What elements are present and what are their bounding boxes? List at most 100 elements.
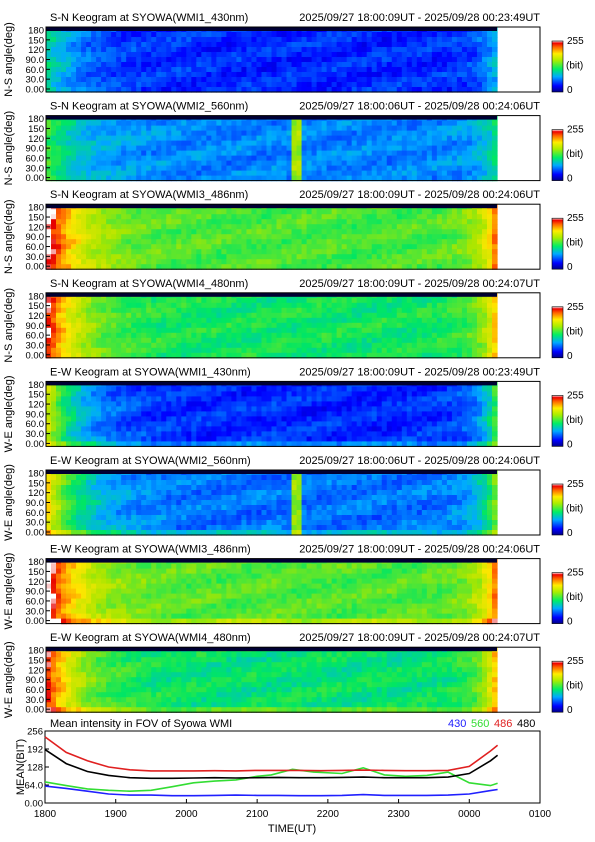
keogram-cell <box>351 125 358 132</box>
keogram-cell <box>86 322 92 329</box>
keogram-cell <box>91 401 97 407</box>
keogram-cell <box>341 249 348 255</box>
keogram-cell <box>101 77 107 83</box>
keogram-cell <box>366 130 373 137</box>
keogram-cell <box>191 125 197 132</box>
keogram-cell <box>331 62 338 68</box>
keogram-cell <box>451 67 458 73</box>
keogram-cell <box>411 37 418 43</box>
keogram-cell <box>156 264 162 270</box>
keogram-cell <box>181 302 187 309</box>
keogram-cell <box>296 130 303 137</box>
keogram-cell <box>476 327 483 334</box>
keogram-cell <box>131 57 137 63</box>
keogram-cell <box>451 42 458 48</box>
keogram-cell <box>116 347 122 354</box>
keogram-cell <box>286 170 293 177</box>
keogram-cell <box>131 37 137 43</box>
keogram-cell <box>341 170 348 177</box>
keogram-cell <box>301 234 308 240</box>
keogram-cell <box>456 140 463 147</box>
keogram-cell <box>396 337 403 344</box>
keogram-cell <box>471 254 478 260</box>
keogram-cell <box>281 175 288 182</box>
keogram-cell <box>241 32 248 38</box>
keogram-cell <box>451 135 458 142</box>
keogram-cell <box>306 317 313 324</box>
keogram-cell <box>431 145 438 152</box>
keogram-cell <box>136 302 142 309</box>
keogram-cell <box>66 82 72 88</box>
keogram-cell <box>296 170 303 177</box>
keogram-cell <box>386 342 393 349</box>
keogram-cell <box>201 57 207 63</box>
keogram-cell <box>406 254 413 260</box>
keogram-cell <box>321 175 328 182</box>
keogram-cell <box>416 239 423 245</box>
keogram-cell <box>286 47 293 53</box>
keogram-cell <box>321 297 328 304</box>
keogram-cell <box>491 62 498 68</box>
keogram-cell <box>441 62 448 68</box>
keogram-cell <box>326 165 333 172</box>
keogram-cell <box>76 209 82 215</box>
keogram-cell <box>351 165 358 172</box>
keogram-cell <box>241 72 248 78</box>
keogram-cell <box>431 57 438 63</box>
keogram-cell <box>336 332 343 339</box>
keogram-cell <box>256 125 263 132</box>
keogram-cell <box>371 264 378 270</box>
keogram-cell <box>191 337 197 344</box>
keogram-cell <box>71 342 77 349</box>
keogram-cell <box>296 160 303 167</box>
keogram-cell <box>391 264 398 270</box>
keogram-cell <box>221 52 227 58</box>
keogram-cell <box>101 426 107 432</box>
keogram-cell <box>386 160 393 167</box>
keogram-cell <box>161 135 167 142</box>
keogram-cell <box>151 317 157 324</box>
keogram-cell <box>71 347 77 354</box>
keogram-cell <box>206 229 212 235</box>
keogram-cell <box>301 347 308 354</box>
keogram-cell <box>186 120 192 127</box>
keogram-cell <box>136 229 142 235</box>
keogram-cell <box>366 47 373 53</box>
keogram-cell <box>161 327 167 334</box>
keogram-cell <box>51 249 57 255</box>
keogram-cell <box>246 170 253 177</box>
keogram-cell <box>286 347 293 354</box>
keogram-cell <box>236 352 243 359</box>
keogram-cell <box>426 312 433 319</box>
keogram-cell <box>271 62 278 68</box>
keogram-cell <box>341 155 348 162</box>
keogram-cell <box>406 322 413 329</box>
keogram-cell <box>296 87 303 93</box>
keogram-cell <box>176 219 182 225</box>
keogram-cell <box>371 209 378 215</box>
keogram-cell <box>221 317 227 324</box>
keogram-cell <box>146 47 152 53</box>
keogram-cell <box>226 82 233 88</box>
keogram-cell <box>161 219 167 225</box>
keogram-cell <box>186 57 192 63</box>
keogram-cell <box>111 297 117 304</box>
keogram-cell <box>271 52 278 58</box>
keogram-cell <box>426 244 433 250</box>
keogram-cell <box>226 337 233 344</box>
keogram-cell <box>491 312 498 319</box>
keogram-cell <box>326 150 333 157</box>
keogram-cell <box>416 352 423 359</box>
keogram-cell <box>116 62 122 68</box>
keogram-cell <box>316 160 323 167</box>
keogram-cell <box>461 57 468 63</box>
keogram-cell <box>151 342 157 349</box>
keogram-cell <box>161 47 167 53</box>
keogram-cell <box>406 72 413 78</box>
keogram-cell <box>136 165 142 172</box>
keogram-cell <box>271 135 278 142</box>
keogram-cell <box>266 244 273 250</box>
keogram-cell <box>351 347 358 354</box>
keogram-cell <box>211 57 217 63</box>
